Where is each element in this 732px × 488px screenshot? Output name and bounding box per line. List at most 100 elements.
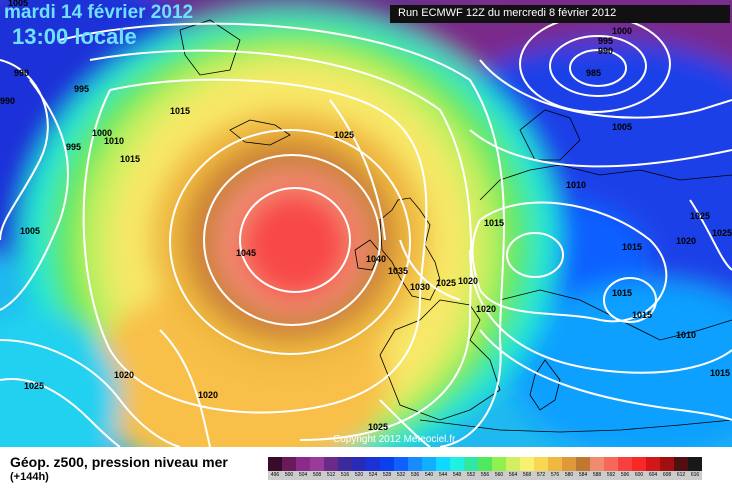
isobar-label: 990: [598, 46, 613, 56]
color-scale-swatch: [324, 457, 338, 471]
color-scale-swatch: [422, 457, 436, 471]
color-scale-step: 560: [492, 457, 506, 480]
color-scale-step: 516: [338, 457, 352, 480]
color-scale-label: 612: [674, 471, 688, 480]
color-scale-label: 596: [618, 471, 632, 480]
color-scale-swatch: [520, 457, 534, 471]
isobar-label: 1000: [92, 128, 112, 138]
color-scale-swatch: [674, 457, 688, 471]
copyright: Copyright 2012 Meteociel.fr: [333, 434, 456, 445]
color-scale-label: 496: [268, 471, 282, 480]
color-scale-swatch: [338, 457, 352, 471]
isobar-label: 1005: [20, 226, 40, 236]
color-scale-label: 520: [352, 471, 366, 480]
isobar-label: 1015: [632, 310, 652, 320]
isobar-label: 1005: [612, 122, 632, 132]
color-scale-swatch: [506, 457, 520, 471]
color-scale-step: 568: [520, 457, 534, 480]
color-scale-label: 512: [324, 471, 338, 480]
color-scale-swatch: [576, 457, 590, 471]
color-scale-label: 532: [394, 471, 408, 480]
isobar-label: 1020: [476, 304, 496, 314]
isobar-label: 1000: [612, 26, 632, 36]
color-scale-step: 600: [632, 457, 646, 480]
color-scale-swatch: [394, 457, 408, 471]
color-scale-label: 560: [492, 471, 506, 480]
isobar-label: 1020: [114, 370, 134, 380]
isobar-label: 1040: [366, 254, 386, 264]
color-scale-swatch: [268, 457, 282, 471]
isobar-label: 1005: [8, 0, 28, 8]
color-scale-label: 592: [604, 471, 618, 480]
isobar-label: 1015: [710, 368, 730, 378]
color-scale-step: 504: [296, 457, 310, 480]
color-scale-swatch: [604, 457, 618, 471]
color-scale-label: 536: [408, 471, 422, 480]
color-scale-swatch: [282, 457, 296, 471]
color-scale-swatch: [688, 457, 702, 471]
color-scale-step: 536: [408, 457, 422, 480]
color-scale-swatch: [408, 457, 422, 471]
color-scale-step: 584: [576, 457, 590, 480]
run-info: Run ECMWF 12Z du mercredi 8 février 2012: [390, 5, 730, 23]
forecast-time: 13:00 locale: [12, 24, 137, 49]
color-scale-swatch: [464, 457, 478, 471]
color-scale-step: 508: [310, 457, 324, 480]
color-scale-label: 580: [562, 471, 576, 480]
color-scale-step: 532: [394, 457, 408, 480]
color-scale-step: 564: [506, 457, 520, 480]
color-scale-step: 596: [618, 457, 632, 480]
color-scale-step: 604: [646, 457, 660, 480]
isobar-label: 990: [0, 96, 15, 106]
color-scale-step: 552: [464, 457, 478, 480]
color-scale-swatch: [632, 457, 646, 471]
color-scale-swatch: [562, 457, 576, 471]
color-scale: 496 500 504 508 512 516 520 524 528 532 536 540 544 5…: [268, 457, 702, 480]
isobar-label: 1025: [334, 130, 354, 140]
color-scale-label: 572: [534, 471, 548, 480]
color-scale-step: 528: [380, 457, 394, 480]
isobar-label: 1025: [368, 422, 388, 432]
color-scale-label: 540: [422, 471, 436, 480]
isobar-label: 1025: [712, 228, 732, 238]
isobar-label: 985: [586, 68, 601, 78]
color-scale-label: 552: [464, 471, 478, 480]
color-scale-step: 556: [478, 457, 492, 480]
color-scale-step: 592: [604, 457, 618, 480]
isobar-label: 1025: [436, 278, 456, 288]
isobar-label: 1010: [676, 330, 696, 340]
isobar-label: 1025: [690, 211, 710, 221]
color-scale-step: 608: [660, 457, 674, 480]
color-scale-label: 508: [310, 471, 324, 480]
color-scale-label: 500: [282, 471, 296, 480]
legend-title: Géop. z500, pression niveau mer: [10, 454, 228, 470]
isobar-label: 1010: [566, 180, 586, 190]
isobars: [0, 15, 732, 447]
color-scale-swatch: [548, 457, 562, 471]
color-scale-step: 548: [450, 457, 464, 480]
color-scale-step: 512: [324, 457, 338, 480]
color-scale-label: 556: [478, 471, 492, 480]
color-scale-label: 608: [660, 471, 674, 480]
color-scale-step: 576: [548, 457, 562, 480]
color-scale-swatch: [380, 457, 394, 471]
color-scale-step: 540: [422, 457, 436, 480]
color-scale-label: 548: [450, 471, 464, 480]
isobar-label: 1025: [24, 381, 44, 391]
geopotential-field: [0, 0, 732, 447]
color-scale-label: 576: [548, 471, 562, 480]
forecast-date: mardi 14 février 2012: [4, 2, 194, 23]
weather-map: 1005 990 990 995 995 1000 1010 1005 1015…: [0, 0, 732, 447]
color-scale-step: 500: [282, 457, 296, 480]
color-scale-step: 524: [366, 457, 380, 480]
isobar-label: 1030: [410, 282, 430, 292]
color-scale-label: 568: [520, 471, 534, 480]
isobar-label: 1020: [458, 276, 478, 286]
color-scale-label: 588: [590, 471, 604, 480]
color-scale-step: 580: [562, 457, 576, 480]
color-scale-label: 544: [436, 471, 450, 480]
color-scale-swatch: [310, 457, 324, 471]
color-scale-step: 544: [436, 457, 450, 480]
coastlines: [179, 19, 732, 433]
color-scale-step: 572: [534, 457, 548, 480]
